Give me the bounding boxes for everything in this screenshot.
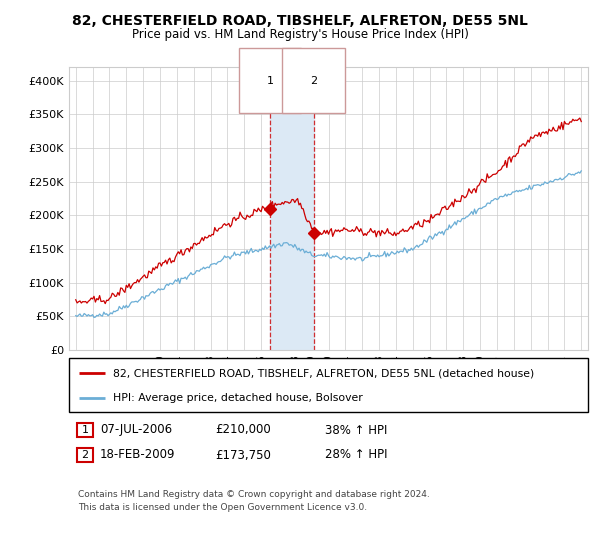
Text: 1: 1 bbox=[266, 76, 274, 86]
FancyBboxPatch shape bbox=[77, 423, 93, 437]
Text: 2: 2 bbox=[82, 450, 89, 460]
Text: 82, CHESTERFIELD ROAD, TIBSHELF, ALFRETON, DE55 5NL: 82, CHESTERFIELD ROAD, TIBSHELF, ALFRETO… bbox=[72, 14, 528, 28]
Text: 82, CHESTERFIELD ROAD, TIBSHELF, ALFRETON, DE55 5NL (detached house): 82, CHESTERFIELD ROAD, TIBSHELF, ALFRETO… bbox=[113, 368, 535, 379]
Text: 38% ↑ HPI: 38% ↑ HPI bbox=[325, 423, 388, 436]
Text: £173,750: £173,750 bbox=[215, 449, 271, 461]
Text: 07-JUL-2006: 07-JUL-2006 bbox=[100, 423, 172, 436]
Text: £210,000: £210,000 bbox=[215, 423, 271, 436]
Text: HPI: Average price, detached house, Bolsover: HPI: Average price, detached house, Bols… bbox=[113, 393, 363, 403]
Text: 2: 2 bbox=[310, 76, 317, 86]
Text: Price paid vs. HM Land Registry's House Price Index (HPI): Price paid vs. HM Land Registry's House … bbox=[131, 28, 469, 41]
Text: 1: 1 bbox=[82, 425, 89, 435]
FancyBboxPatch shape bbox=[77, 448, 93, 462]
Text: 18-FEB-2009: 18-FEB-2009 bbox=[100, 449, 176, 461]
Bar bbox=[270, 67, 314, 350]
Text: Contains HM Land Registry data © Crown copyright and database right 2024.
This d: Contains HM Land Registry data © Crown c… bbox=[78, 490, 430, 511]
Text: 28% ↑ HPI: 28% ↑ HPI bbox=[325, 449, 388, 461]
